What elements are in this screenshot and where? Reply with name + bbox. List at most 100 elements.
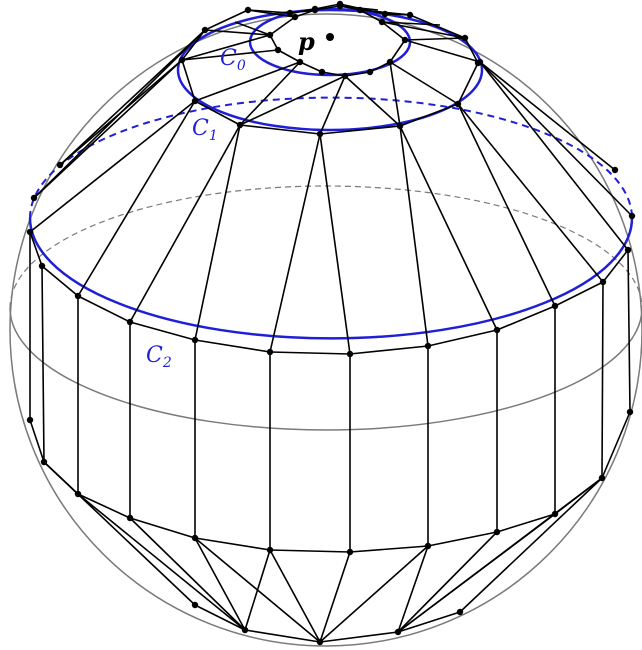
- band-edge: [269, 133, 321, 353]
- label-c1-subscript: 1: [209, 128, 218, 144]
- ring0-edge: [389, 39, 406, 63]
- mesh-vertex: [346, 548, 354, 556]
- mesh-vertex: [26, 416, 34, 424]
- bottom-cap-edge: [319, 545, 429, 643]
- mesh-vertex: [30, 194, 38, 202]
- band-edge: [399, 125, 498, 331]
- bottom-cap-edge: [194, 604, 246, 631]
- mesh-vertex: [341, 72, 349, 80]
- point-p-label: p: [298, 27, 315, 56]
- equator-front: [9, 307, 642, 431]
- mesh-vertex: [286, 9, 294, 17]
- band-edge: [59, 29, 206, 166]
- cap-edge: [239, 75, 346, 126]
- ring1-edge: [181, 59, 196, 102]
- band-edge: [479, 61, 616, 171]
- mesh-vertex: [624, 246, 632, 254]
- mesh-vertex: [266, 546, 274, 554]
- sphere-outline: [9, 13, 642, 647]
- circle-c1: [176, 8, 484, 132]
- mesh-vertex: [191, 601, 199, 609]
- label-c0-main: C: [220, 46, 237, 71]
- band-edge: [77, 100, 196, 297]
- ring1-edge: [247, 9, 291, 14]
- mesh-vertex: [598, 474, 606, 482]
- ring1-edge: [289, 8, 316, 14]
- bottom-cap-edge: [194, 537, 246, 631]
- label-c1: C1: [192, 116, 218, 144]
- point-p-dot: [326, 33, 334, 41]
- mesh-vertex: [406, 11, 414, 19]
- mesh-vertex: [26, 228, 34, 236]
- mesh-vertex: [241, 626, 249, 634]
- ring1-edge: [319, 125, 401, 135]
- ring3-edge: [129, 517, 196, 539]
- label-c2: C2: [146, 343, 172, 371]
- label-c0-subscript: 0: [237, 58, 246, 74]
- bottom-cap-edge: [129, 517, 246, 631]
- equator-back-dashed: [9, 185, 642, 309]
- ring2-edge: [269, 351, 351, 355]
- ring3-edge: [496, 513, 556, 533]
- ring3-edge: [269, 549, 351, 553]
- ring3-edge: [601, 411, 631, 479]
- mesh-vertex: [311, 5, 319, 13]
- circle-c2-back-dashed: [29, 96, 633, 219]
- ring2-edge: [194, 339, 271, 353]
- band-edge: [319, 133, 351, 355]
- ring0-edge: [277, 49, 301, 63]
- ring1-edge: [399, 103, 459, 127]
- mesh-vertex: [456, 608, 464, 616]
- ring3-edge: [77, 493, 131, 519]
- cap-edge: [404, 37, 466, 41]
- mesh-vertex: [454, 100, 462, 108]
- band-edge: [457, 103, 604, 283]
- ring3-edge: [349, 545, 429, 553]
- cap-edge: [344, 75, 401, 127]
- ring2-edge: [427, 329, 498, 347]
- mesh-vertex: [366, 68, 374, 76]
- ring1-edge: [464, 37, 479, 64]
- cap-edge: [381, 21, 441, 26]
- mesh-vertex: [126, 514, 134, 522]
- ring2-edge: [29, 231, 43, 267]
- mesh-vertex: [56, 161, 64, 169]
- ring2-edge: [77, 295, 131, 323]
- mesh-vertex: [476, 58, 484, 66]
- ring0-edge: [299, 61, 323, 73]
- bottom-cap-edge: [459, 477, 603, 613]
- mesh-vertex: [611, 166, 619, 174]
- ring1-edge: [457, 62, 479, 105]
- mesh-vertex: [318, 68, 326, 76]
- vertical-edge: [601, 281, 604, 479]
- label-c2-subscript: 2: [162, 355, 172, 371]
- bottom-cap-edge: [43, 461, 196, 606]
- mesh-vertex: [461, 34, 469, 42]
- band-edge: [129, 124, 241, 323]
- cap-edge: [319, 75, 346, 135]
- mesh-vertex: [40, 458, 48, 466]
- mesh-vertex: [274, 46, 282, 54]
- mesh-vertex: [381, 10, 389, 18]
- cap-edge: [181, 49, 279, 61]
- ring1-edge: [314, 3, 341, 10]
- bottom-cap-edge: [77, 493, 246, 631]
- bottom-cap-edge: [244, 549, 271, 631]
- mesh-vertex: [386, 58, 394, 66]
- mesh-vertex: [38, 262, 46, 270]
- bottom-cap-edge: [319, 631, 399, 643]
- ring3-edge: [194, 537, 271, 551]
- band-edge: [479, 61, 629, 251]
- ring0-edge: [359, 9, 383, 23]
- mesh-vertex: [401, 36, 409, 44]
- cap-edge: [194, 61, 301, 102]
- cap-edge: [381, 21, 466, 39]
- ring1-edge: [204, 9, 249, 31]
- ring1-edge: [194, 100, 241, 126]
- mesh-vertex: [628, 212, 636, 220]
- cap-edge: [204, 29, 271, 36]
- bottom-cap-edge: [244, 629, 321, 643]
- band-edge: [194, 124, 241, 341]
